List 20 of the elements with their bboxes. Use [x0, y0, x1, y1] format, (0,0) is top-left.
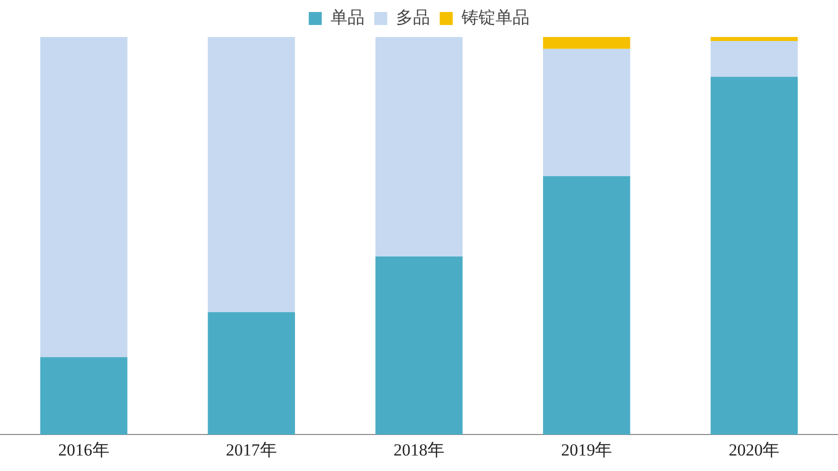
- x-tick-label: 2016年: [58, 440, 110, 460]
- x-tick-label: 2019年: [561, 440, 612, 460]
- bar: [40, 37, 128, 358]
- bar: [40, 357, 128, 435]
- bar: [208, 37, 295, 312]
- bar: [375, 37, 463, 256]
- bar: [375, 256, 463, 435]
- x-tick-label: 2020年: [728, 440, 780, 460]
- bar: [208, 312, 295, 435]
- x-tick-label: 2018年: [394, 440, 444, 460]
- bar: [543, 176, 630, 435]
- bar: [543, 37, 630, 49]
- bar: [543, 48, 630, 176]
- bar: [710, 76, 798, 435]
- legend-label: 单品: [330, 8, 364, 28]
- bar: [710, 37, 798, 41]
- legend-label: 多品: [396, 8, 430, 28]
- x-tick-label: 2017年: [226, 440, 277, 460]
- bar: [710, 40, 798, 77]
- legend-label: 铸锭单品: [460, 8, 530, 28]
